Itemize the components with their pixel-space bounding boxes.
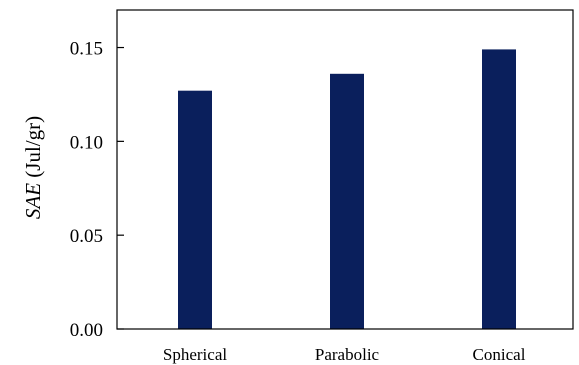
plot-frame [116, 9, 574, 330]
bar-parabolic [330, 73, 364, 329]
y-tick-label: 0.00 [70, 320, 103, 341]
y-tick-label: 0.15 [70, 39, 103, 60]
bar-spherical [178, 90, 212, 329]
y-ticks-group: 0.00 0.05 0.10 0.15 [70, 39, 124, 341]
bars-group [178, 49, 516, 329]
y-axis-label-variable: SAE [21, 183, 45, 219]
x-tick-label: Parabolic [315, 345, 380, 364]
x-tick-label: Spherical [163, 345, 227, 364]
y-tick-label: 0.05 [70, 226, 103, 247]
x-tick-label: Conical [473, 345, 526, 364]
y-tick-label: 0.10 [70, 132, 103, 153]
y-axis-label: SAE (Jul/gr) [21, 116, 45, 219]
x-labels-group: Spherical Parabolic Conical [163, 345, 526, 364]
y-axis-label-unit: (Jul/gr) [21, 116, 45, 183]
bar-conical [482, 49, 516, 329]
